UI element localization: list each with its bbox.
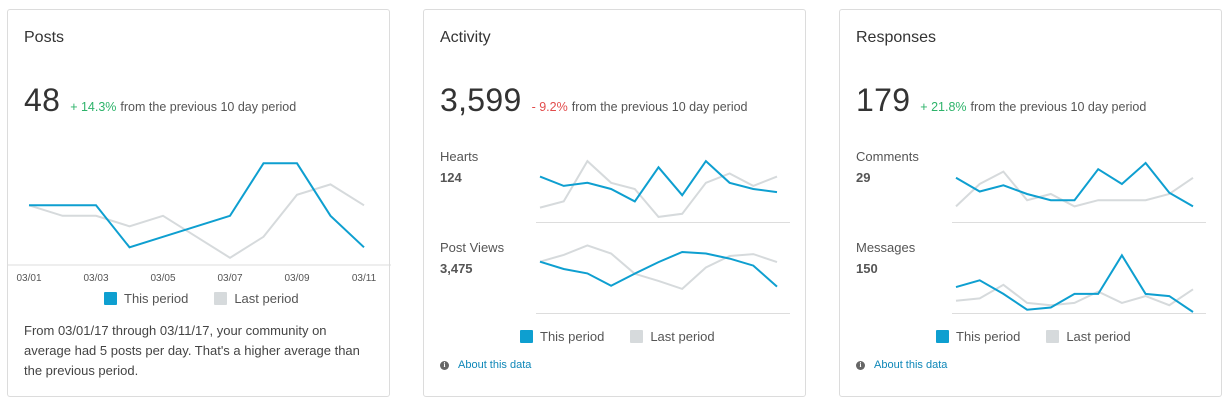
posts-legend: This period Last period: [104, 291, 299, 306]
last-period-series-line: [955, 170, 1194, 208]
posts-delta: + 14.3%: [70, 100, 117, 114]
x-tick-label: 03/05: [150, 273, 175, 284]
responses-divider: [952, 222, 1206, 223]
this-period-swatch: [936, 330, 949, 343]
posts-line-chart: 03/01 03/03 03/05 03/07 03/09 03/11: [8, 162, 391, 284]
last-period-label: Last period: [650, 329, 715, 344]
activity-title: Activity: [440, 29, 491, 46]
post-views-sparkline: [539, 244, 778, 291]
responses-delta: + 21.8%: [920, 100, 967, 114]
this-period-label: This period: [540, 329, 605, 344]
this-period-series-line: [539, 159, 778, 203]
activity-divider: [536, 222, 790, 223]
last-period-series-line: [539, 244, 778, 291]
last-period-label: Last period: [234, 291, 299, 306]
x-tick-label: 03/01: [16, 273, 41, 284]
posts-count: 48: [24, 82, 61, 118]
last-period-series-line: [539, 159, 778, 218]
posts-summary: From 03/01/17 through 03/11/17, your com…: [24, 323, 360, 378]
this-period-label: This period: [956, 329, 1021, 344]
responses-divider-bottom: [952, 313, 1206, 314]
responses-count: 179: [856, 82, 911, 118]
post-views-label: Post Views: [440, 240, 505, 255]
last-period-swatch: [214, 292, 228, 305]
info-icon: i: [856, 360, 865, 370]
this-period-swatch: [104, 292, 117, 305]
about-data-link[interactable]: i About this data: [440, 359, 531, 371]
x-tick-label: 03/09: [284, 273, 309, 284]
about-data-label[interactable]: About this data: [874, 359, 948, 371]
this-period-swatch: [520, 330, 533, 343]
about-data-label[interactable]: About this data: [458, 359, 532, 371]
activity-card: Activity 3,599 - 9.2% from the previous …: [423, 9, 806, 397]
comments-value: 29: [856, 170, 871, 185]
messages-label: Messages: [856, 240, 916, 255]
posts-card: Posts 48 + 14.3% from the previous 10 da…: [7, 9, 391, 397]
info-icon: i: [440, 360, 449, 370]
posts-delta-text: from the previous 10 day period: [120, 100, 297, 114]
messages-sparkline: [955, 253, 1194, 313]
activity-count: 3,599: [440, 82, 522, 118]
last-period-series-line: [28, 183, 365, 259]
activity-divider-bottom: [536, 313, 790, 314]
responses-stat: 179 + 21.8% from the previous 10 day per…: [856, 82, 1146, 119]
comments-sparkline: [955, 161, 1194, 208]
responses-card: Responses 179 + 21.8% from the previous …: [839, 9, 1222, 397]
hearts-sparkline: [539, 159, 778, 218]
about-data-link[interactable]: i About this data: [856, 359, 947, 371]
responses-legend: This period Last period: [936, 329, 1131, 344]
posts-title: Posts: [24, 29, 65, 46]
messages-value: 150: [856, 261, 878, 276]
hearts-label: Hearts: [440, 149, 479, 164]
comments-label: Comments: [856, 149, 919, 164]
activity-delta: - 9.2%: [531, 100, 568, 114]
this-period-series-line: [955, 253, 1194, 313]
x-tick-label: 03/03: [83, 273, 108, 284]
this-period-series-line: [955, 161, 1194, 208]
last-period-swatch: [1046, 330, 1060, 343]
this-period-series-line: [539, 250, 778, 288]
hearts-value: 124: [440, 170, 462, 185]
this-period-label: This period: [124, 291, 189, 306]
x-tick-label: 03/07: [217, 273, 242, 284]
last-period-label: Last period: [1066, 329, 1131, 344]
last-period-swatch: [630, 330, 644, 343]
post-views-value: 3,475: [440, 261, 473, 276]
activity-legend: This period Last period: [520, 329, 715, 344]
this-period-series-line: [29, 162, 365, 249]
responses-delta-text: from the previous 10 day period: [970, 100, 1147, 114]
posts-stat: 48 + 14.3% from the previous 10 day peri…: [24, 82, 296, 119]
x-tick-label: 03/11: [352, 273, 377, 284]
activity-delta-text: from the previous 10 day period: [571, 100, 748, 114]
activity-stat: 3,599 - 9.2% from the previous 10 day pe…: [440, 82, 748, 119]
responses-title: Responses: [856, 29, 937, 46]
